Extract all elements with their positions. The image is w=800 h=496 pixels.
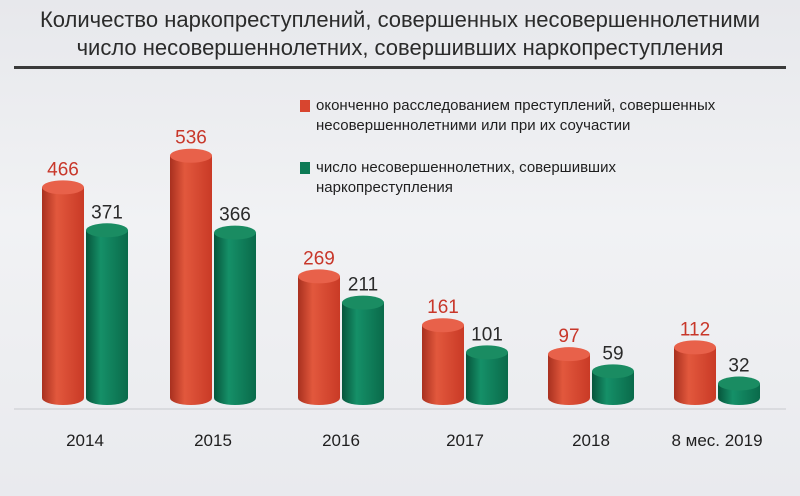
title-divider — [14, 66, 786, 69]
category-label-0: 2014 — [66, 431, 104, 450]
bar-red-4-top — [548, 347, 590, 362]
value-label-red-3: 161 — [427, 297, 459, 318]
value-label-green-4: 59 — [602, 343, 623, 364]
value-label-red-0: 466 — [47, 159, 79, 180]
category-label-5: 8 мес. 2019 — [671, 431, 762, 450]
bar-green-2-top — [342, 295, 384, 310]
bar-red-3 — [422, 318, 464, 405]
value-label-green-3: 101 — [471, 324, 503, 345]
bar-red-5-top — [674, 340, 716, 355]
bar-green-0-body — [86, 230, 128, 405]
bar-red-5 — [674, 340, 716, 405]
bar-red-2 — [298, 269, 340, 405]
legend-label-green: число несовершеннолетних, совершивших на… — [316, 159, 616, 196]
legend: оконченно расследованием преступлений, с… — [300, 96, 740, 220]
bar-green-4-body — [592, 371, 634, 405]
bar-red-0-top — [42, 180, 84, 195]
bar-green-0 — [86, 223, 128, 405]
value-label-green-5: 32 — [728, 356, 749, 377]
bar-red-3-top — [422, 318, 464, 333]
value-label-green-2: 211 — [348, 275, 378, 296]
bar-red-0 — [42, 180, 84, 405]
bar-green-3-top — [466, 345, 508, 360]
bar-green-3 — [466, 345, 508, 405]
bar-green-3-body — [466, 352, 508, 405]
bar-green-4-top — [592, 364, 634, 379]
bar-green-1-top — [214, 225, 256, 240]
bar-red-4-body — [548, 354, 590, 405]
value-label-green-0: 371 — [91, 202, 123, 223]
chart-title: Количество наркопреступлений, совершенны… — [0, 6, 800, 62]
legend-label-red: оконченно расследованием преступлений, с… — [316, 97, 716, 134]
value-label-red-5: 112 — [680, 319, 710, 340]
value-label-red-1: 536 — [175, 128, 207, 149]
bar-green-5-top — [718, 376, 760, 391]
bar-green-2 — [342, 295, 384, 405]
bar-red-2-body — [298, 276, 340, 405]
bar-red-5-body — [674, 347, 716, 405]
bar-green-1 — [214, 225, 256, 405]
bar-green-4 — [592, 364, 634, 405]
bar-red-1-body — [170, 155, 212, 405]
bar-green-5 — [718, 376, 760, 405]
bar-green-1-body — [214, 232, 256, 405]
bar-red-3-body — [422, 325, 464, 405]
title-line-2: число несовершеннолетних, совершивших на… — [76, 35, 724, 60]
bar-red-1-top — [170, 148, 212, 163]
legend-item-green: число несовершеннолетних, совершивших на… — [300, 158, 740, 198]
category-label-3: 2017 — [446, 431, 484, 450]
value-label-green-1: 366 — [219, 205, 251, 226]
value-label-red-2: 269 — [303, 248, 335, 269]
legend-swatch-green — [300, 162, 310, 174]
bar-green-2-body — [342, 302, 384, 405]
category-label-2: 2016 — [322, 431, 360, 450]
legend-item-red: оконченно расследованием преступлений, с… — [300, 96, 740, 136]
bar-red-1 — [170, 148, 212, 405]
bar-red-0-body — [42, 187, 84, 405]
title-line-1: Количество наркопреступлений, совершенны… — [39, 7, 761, 32]
category-label-4: 2018 — [572, 431, 610, 450]
bar-green-0-top — [86, 223, 128, 238]
category-label-1: 2015 — [194, 431, 232, 450]
value-label-red-4: 97 — [558, 326, 579, 347]
bar-red-4 — [548, 347, 590, 405]
legend-swatch-red — [300, 100, 310, 112]
bar-red-2-top — [298, 269, 340, 284]
